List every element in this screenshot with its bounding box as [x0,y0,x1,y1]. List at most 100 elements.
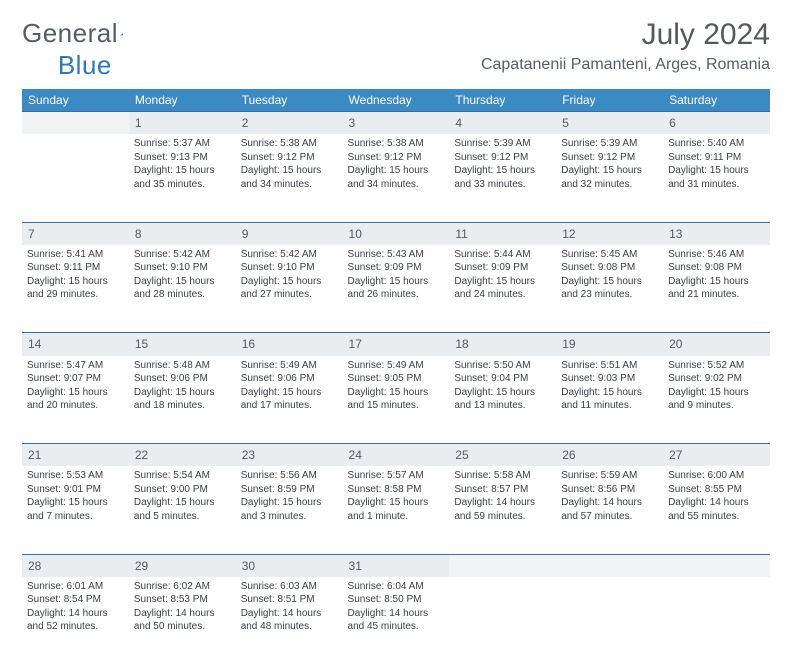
day-number: 10 [343,222,450,245]
sunset-text: Sunset: 9:02 PM [668,372,765,386]
daynum-row: 21222324252627 [22,444,770,467]
day-cell [449,577,556,665]
day-cell: Sunrise: 5:51 AMSunset: 9:03 PMDaylight:… [556,356,663,444]
day-cell: Sunrise: 6:03 AMSunset: 8:51 PMDaylight:… [236,577,343,665]
day-number: 4 [449,112,556,135]
daylight-text-2: and 57 minutes. [561,510,658,524]
sunrise-text: Sunrise: 5:54 AM [134,469,231,483]
daynum-row: 14151617181920 [22,333,770,356]
day-cell: Sunrise: 5:45 AMSunset: 9:08 PMDaylight:… [556,245,663,333]
daylight-text-1: Daylight: 15 hours [668,386,765,400]
day-content-row: Sunrise: 5:37 AMSunset: 9:13 PMDaylight:… [22,134,770,222]
daylight-text-1: Daylight: 14 hours [561,496,658,510]
brand-part1: General [22,18,118,49]
daylight-text-2: and 48 minutes. [241,620,338,634]
day-number [663,554,770,577]
daylight-text-1: Daylight: 15 hours [27,275,124,289]
day-content-row: Sunrise: 5:47 AMSunset: 9:07 PMDaylight:… [22,356,770,444]
day-cell: Sunrise: 5:48 AMSunset: 9:06 PMDaylight:… [129,356,236,444]
daylight-text-2: and 13 minutes. [454,399,551,413]
day-cell: Sunrise: 5:54 AMSunset: 9:00 PMDaylight:… [129,466,236,554]
sunrise-text: Sunrise: 5:49 AM [241,359,338,373]
logo-triangle-icon [120,25,123,43]
day-content-row: Sunrise: 6:01 AMSunset: 8:54 PMDaylight:… [22,577,770,665]
day-cell: Sunrise: 6:00 AMSunset: 8:55 PMDaylight:… [663,466,770,554]
sunset-text: Sunset: 9:06 PM [134,372,231,386]
day-number [556,554,663,577]
sunset-text: Sunset: 8:54 PM [27,593,124,607]
day-cell [556,577,663,665]
daylight-text-1: Daylight: 15 hours [454,164,551,178]
day-cell: Sunrise: 5:53 AMSunset: 9:01 PMDaylight:… [22,466,129,554]
day-number: 27 [663,444,770,467]
sunset-text: Sunset: 8:51 PM [241,593,338,607]
sunset-text: Sunset: 8:59 PM [241,483,338,497]
sunset-text: Sunset: 9:03 PM [561,372,658,386]
dow-fri: Friday [556,89,663,112]
sunrise-text: Sunrise: 5:37 AM [134,137,231,151]
sunrise-text: Sunrise: 5:47 AM [27,359,124,373]
day-number: 5 [556,112,663,135]
sunrise-text: Sunrise: 5:42 AM [241,248,338,262]
sunset-text: Sunset: 9:08 PM [561,261,658,275]
day-number: 29 [129,554,236,577]
sunset-text: Sunset: 9:12 PM [348,151,445,165]
daylight-text-2: and 31 minutes. [668,178,765,192]
daylight-text-1: Daylight: 15 hours [27,496,124,510]
daylight-text-2: and 17 minutes. [241,399,338,413]
daylight-text-2: and 23 minutes. [561,288,658,302]
daylight-text-2: and 28 minutes. [134,288,231,302]
sunrise-text: Sunrise: 5:39 AM [454,137,551,151]
daylight-text-1: Daylight: 15 hours [454,386,551,400]
daylight-text-2: and 24 minutes. [454,288,551,302]
day-cell: Sunrise: 5:49 AMSunset: 9:05 PMDaylight:… [343,356,450,444]
sunrise-text: Sunrise: 5:46 AM [668,248,765,262]
daylight-text-2: and 27 minutes. [241,288,338,302]
daylight-text-1: Daylight: 15 hours [348,496,445,510]
day-cell: Sunrise: 5:46 AMSunset: 9:08 PMDaylight:… [663,245,770,333]
sunrise-text: Sunrise: 5:58 AM [454,469,551,483]
day-number: 28 [22,554,129,577]
sunrise-text: Sunrise: 5:51 AM [561,359,658,373]
day-number: 17 [343,333,450,356]
daylight-text-1: Daylight: 15 hours [134,386,231,400]
daylight-text-2: and 20 minutes. [27,399,124,413]
day-number: 24 [343,444,450,467]
day-cell: Sunrise: 5:40 AMSunset: 9:11 PMDaylight:… [663,134,770,222]
sunrise-text: Sunrise: 5:40 AM [668,137,765,151]
day-number: 31 [343,554,450,577]
daylight-text-2: and 50 minutes. [134,620,231,634]
day-cell: Sunrise: 6:02 AMSunset: 8:53 PMDaylight:… [129,577,236,665]
daylight-text-1: Daylight: 15 hours [134,496,231,510]
daylight-text-2: and 34 minutes. [348,178,445,192]
day-cell: Sunrise: 5:57 AMSunset: 8:58 PMDaylight:… [343,466,450,554]
daylight-text-1: Daylight: 15 hours [241,275,338,289]
calendar-table: Sunday Monday Tuesday Wednesday Thursday… [22,89,770,665]
sunset-text: Sunset: 9:01 PM [27,483,124,497]
month-title: July 2024 [481,18,770,52]
location: Capatanenii Pamanteni, Arges, Romania [481,56,770,74]
sunset-text: Sunset: 9:06 PM [241,372,338,386]
sunset-text: Sunset: 8:53 PM [134,593,231,607]
sunrise-text: Sunrise: 5:59 AM [561,469,658,483]
sunrise-text: Sunrise: 5:38 AM [241,137,338,151]
daynum-row: 28293031 [22,554,770,577]
day-cell [663,577,770,665]
sunrise-text: Sunrise: 5:49 AM [348,359,445,373]
daylight-text-1: Daylight: 15 hours [561,275,658,289]
day-cell: Sunrise: 5:52 AMSunset: 9:02 PMDaylight:… [663,356,770,444]
sunrise-text: Sunrise: 6:02 AM [134,580,231,594]
brand-logo: General [22,18,142,49]
sunrise-text: Sunrise: 5:48 AM [134,359,231,373]
daylight-text-1: Daylight: 15 hours [561,164,658,178]
sunset-text: Sunset: 9:00 PM [134,483,231,497]
daylight-text-1: Daylight: 15 hours [241,496,338,510]
daylight-text-1: Daylight: 14 hours [454,496,551,510]
daylight-text-2: and 26 minutes. [348,288,445,302]
day-cell: Sunrise: 5:37 AMSunset: 9:13 PMDaylight:… [129,134,236,222]
daylight-text-2: and 15 minutes. [348,399,445,413]
dow-thu: Thursday [449,89,556,112]
daylight-text-2: and 59 minutes. [454,510,551,524]
day-cell: Sunrise: 5:43 AMSunset: 9:09 PMDaylight:… [343,245,450,333]
day-cell: Sunrise: 6:01 AMSunset: 8:54 PMDaylight:… [22,577,129,665]
